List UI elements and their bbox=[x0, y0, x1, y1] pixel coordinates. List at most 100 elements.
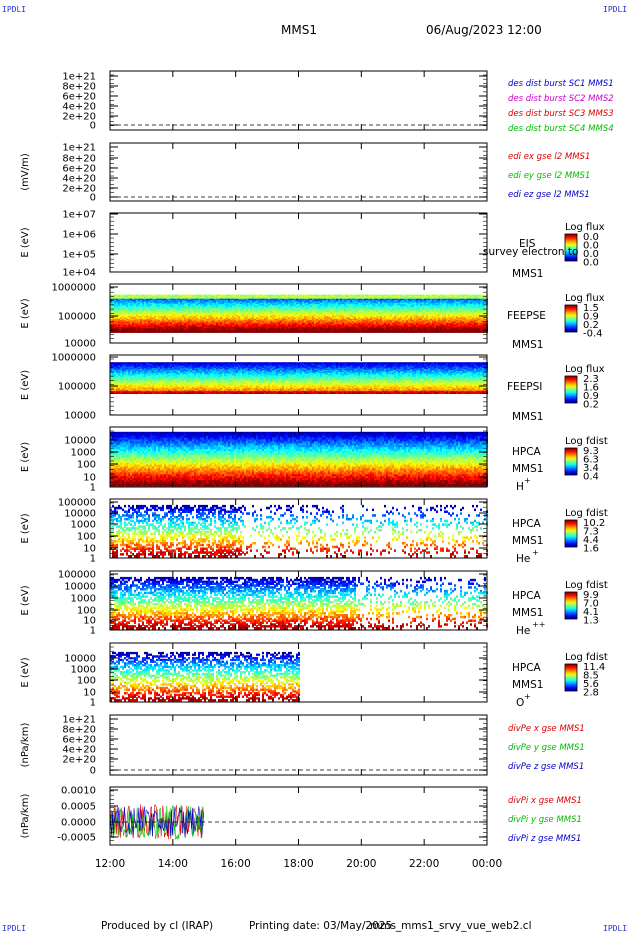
spectrogram-cell bbox=[182, 296, 184, 298]
spectrogram-cell bbox=[120, 316, 122, 319]
spectrogram-cell bbox=[130, 310, 132, 313]
spectrogram-cell bbox=[204, 306, 206, 309]
spectrogram-cell bbox=[114, 329, 116, 332]
spectrogram-cell bbox=[136, 301, 138, 304]
spectrogram-cell bbox=[122, 331, 124, 333]
spectrogram-cell bbox=[132, 310, 134, 313]
spectrogram-cell bbox=[144, 316, 146, 319]
spectrogram-cell bbox=[168, 312, 170, 315]
spectrogram-cell bbox=[138, 294, 140, 297]
spectrogram-cell bbox=[254, 294, 256, 297]
spectrogram-cell bbox=[110, 331, 112, 333]
spectrogram-cell bbox=[188, 322, 190, 325]
spectrogram-cell bbox=[252, 310, 254, 313]
spectrogram-cell bbox=[178, 304, 180, 306]
spectrogram-cell bbox=[246, 305, 248, 308]
spectrogram-cell bbox=[118, 308, 120, 310]
spectrogram-cell bbox=[120, 296, 122, 298]
spectrogram-cell bbox=[244, 300, 246, 302]
spectrogram-cell bbox=[414, 331, 416, 333]
spectrogram-cell bbox=[188, 297, 190, 300]
spectrogram-cell bbox=[118, 297, 120, 300]
spectrogram-cell bbox=[144, 328, 146, 331]
spectrogram-cell bbox=[172, 298, 174, 301]
spectrogram-cell bbox=[130, 306, 132, 309]
spectrogram-cell bbox=[240, 316, 242, 319]
spectrogram-cell bbox=[168, 317, 170, 320]
spectrogram-cell bbox=[130, 305, 132, 308]
spectrogram-cell bbox=[254, 318, 256, 321]
spectrogram-cell bbox=[168, 320, 170, 323]
spectrogram-cell bbox=[234, 306, 236, 309]
spectrogram-cell bbox=[260, 324, 262, 327]
spectrogram-cell bbox=[160, 312, 162, 315]
spectrogram-cell bbox=[140, 328, 142, 331]
spectrogram-cell bbox=[170, 322, 172, 325]
spectrogram-cell bbox=[222, 324, 224, 327]
spectrogram-cell bbox=[222, 325, 224, 328]
spectrogram-cell bbox=[192, 310, 194, 313]
spectrogram-cell bbox=[144, 298, 146, 301]
spectrogram-cell bbox=[128, 302, 130, 305]
corner-label-bottom-left: IPDLI bbox=[2, 924, 26, 933]
spectrogram-cell bbox=[230, 321, 232, 324]
spectrogram-cell bbox=[154, 318, 156, 321]
spectrogram-cell bbox=[162, 320, 164, 323]
spectrogram-cell bbox=[262, 310, 264, 313]
spectrogram-cell bbox=[166, 309, 168, 312]
spectrogram-cell bbox=[312, 331, 314, 333]
spectrogram-cell bbox=[148, 306, 150, 309]
spectrogram-cell bbox=[406, 331, 408, 333]
spectrogram-cell bbox=[134, 304, 136, 306]
spectrogram-cell bbox=[162, 308, 164, 310]
spectrogram-cell bbox=[146, 296, 148, 298]
spectrogram-cell bbox=[154, 324, 156, 327]
spectrogram-cell bbox=[256, 321, 258, 324]
spectrogram-cell bbox=[188, 320, 190, 323]
spectrogram-cell bbox=[192, 322, 194, 325]
spectrogram-cell bbox=[146, 306, 148, 309]
spectrogram-cell bbox=[250, 329, 252, 332]
spectrogram-cell bbox=[112, 302, 114, 305]
spectrogram-cell bbox=[246, 318, 248, 321]
spectrogram-cell bbox=[230, 305, 232, 308]
spectrogram-cell bbox=[166, 331, 168, 333]
spectrogram-cell bbox=[236, 329, 238, 332]
spectrogram-cell bbox=[236, 317, 238, 320]
spectrogram-cell bbox=[190, 331, 192, 333]
spectrogram-cell bbox=[154, 327, 156, 329]
spectrogram-cell bbox=[132, 301, 134, 304]
spectrogram-cell bbox=[236, 325, 238, 328]
spectrogram-cell bbox=[152, 308, 154, 310]
spectrogram-cell bbox=[254, 298, 256, 301]
spectrogram-cell bbox=[180, 300, 182, 302]
spectrogram-cell bbox=[262, 302, 264, 305]
spectrogram-cell bbox=[128, 310, 130, 313]
spectrogram-cell bbox=[112, 297, 114, 300]
spectrogram-cell bbox=[254, 297, 256, 300]
spectrogram-cell bbox=[210, 304, 212, 306]
spectrogram-cell bbox=[158, 328, 160, 331]
spectrogram-cell bbox=[152, 297, 154, 300]
spectrogram-cell bbox=[212, 308, 214, 310]
spectrogram-cell bbox=[198, 321, 200, 324]
spectrogram-cell bbox=[212, 301, 214, 304]
spectrogram-cell bbox=[116, 317, 118, 320]
spectrogram-cell bbox=[204, 321, 206, 324]
spectrogram-cell bbox=[130, 331, 132, 333]
spectrogram-cell bbox=[174, 318, 176, 321]
spectrogram-cell bbox=[154, 308, 156, 310]
spectrogram-cell bbox=[110, 302, 112, 305]
spectrogram-cell bbox=[136, 312, 138, 315]
spectrogram-cell bbox=[252, 327, 254, 329]
spectrogram-cell bbox=[352, 331, 354, 333]
spectrogram-cell bbox=[126, 313, 128, 316]
spectrogram-cell bbox=[238, 300, 240, 302]
spectrogram-cell bbox=[146, 314, 148, 317]
legend-entry: edi ez gse l2 MMS1 bbox=[508, 190, 590, 200]
spectrogram-cell bbox=[150, 294, 152, 297]
spectrogram-cell bbox=[132, 304, 134, 306]
spectrogram-cell bbox=[136, 309, 138, 312]
spectrogram-cell bbox=[264, 294, 266, 297]
spectrogram-cell bbox=[248, 329, 250, 332]
